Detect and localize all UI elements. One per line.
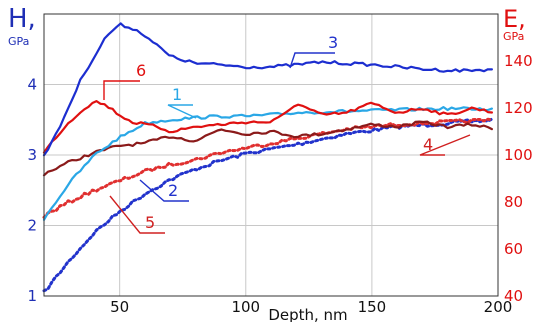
series-3-line bbox=[42, 22, 493, 157]
left-axis-ticks: 1 2 3 4 bbox=[27, 76, 37, 306]
right-tick-label: 40 bbox=[504, 287, 523, 305]
annotation-label-1: 1 bbox=[172, 85, 182, 104]
right-tick-label: 140 bbox=[504, 52, 533, 70]
annotation-label-6: 6 bbox=[136, 61, 146, 80]
left-tick-label: 2 bbox=[27, 217, 37, 235]
x-tick-label: 50 bbox=[110, 298, 129, 316]
annotation-leader-3 bbox=[289, 52, 335, 69]
series-5-line bbox=[42, 117, 494, 219]
x-axis-label: Depth, nm bbox=[268, 306, 347, 322]
left-axis-label: H, bbox=[8, 4, 36, 34]
x-tick-label: 150 bbox=[358, 298, 387, 316]
x-tick-label: 200 bbox=[484, 298, 513, 316]
annotation-label-5: 5 bbox=[145, 213, 155, 232]
annotation-leader-4 bbox=[419, 134, 471, 156]
left-axis-unit: GPa bbox=[8, 35, 29, 48]
right-axis-unit: GPa bbox=[503, 30, 524, 43]
annotation-leader-2 bbox=[139, 179, 189, 202]
right-tick-label: 120 bbox=[504, 99, 533, 117]
annotation-leader-1 bbox=[167, 104, 197, 119]
annotation-label-2: 2 bbox=[168, 181, 178, 200]
plot-frame bbox=[43, 13, 499, 297]
x-tick-label: 100 bbox=[231, 298, 260, 316]
right-tick-label: 60 bbox=[504, 240, 523, 258]
series-layer bbox=[42, 22, 494, 293]
left-tick-label: 3 bbox=[27, 146, 37, 164]
right-axis-ticks: 40 60 80 100 120 140 bbox=[504, 52, 533, 305]
left-tick-label: 1 bbox=[27, 287, 37, 305]
right-tick-label: 80 bbox=[504, 193, 523, 211]
series-6-line bbox=[42, 100, 493, 154]
x-axis-ticks: 50 100 150 200 bbox=[110, 298, 512, 316]
series-4-line bbox=[42, 120, 493, 177]
series-2-line bbox=[42, 117, 494, 293]
left-tick-label: 4 bbox=[27, 76, 37, 94]
right-axis-label: E, bbox=[503, 5, 526, 33]
annotation-leader-6 bbox=[103, 80, 140, 100]
annotation-label-3: 3 bbox=[328, 33, 338, 52]
right-tick-label: 100 bbox=[504, 146, 533, 164]
annotation-layer: 1 2 3 4 5 6 bbox=[103, 33, 471, 234]
annotation-leader-5 bbox=[109, 195, 165, 234]
annotation-label-4: 4 bbox=[423, 135, 433, 154]
